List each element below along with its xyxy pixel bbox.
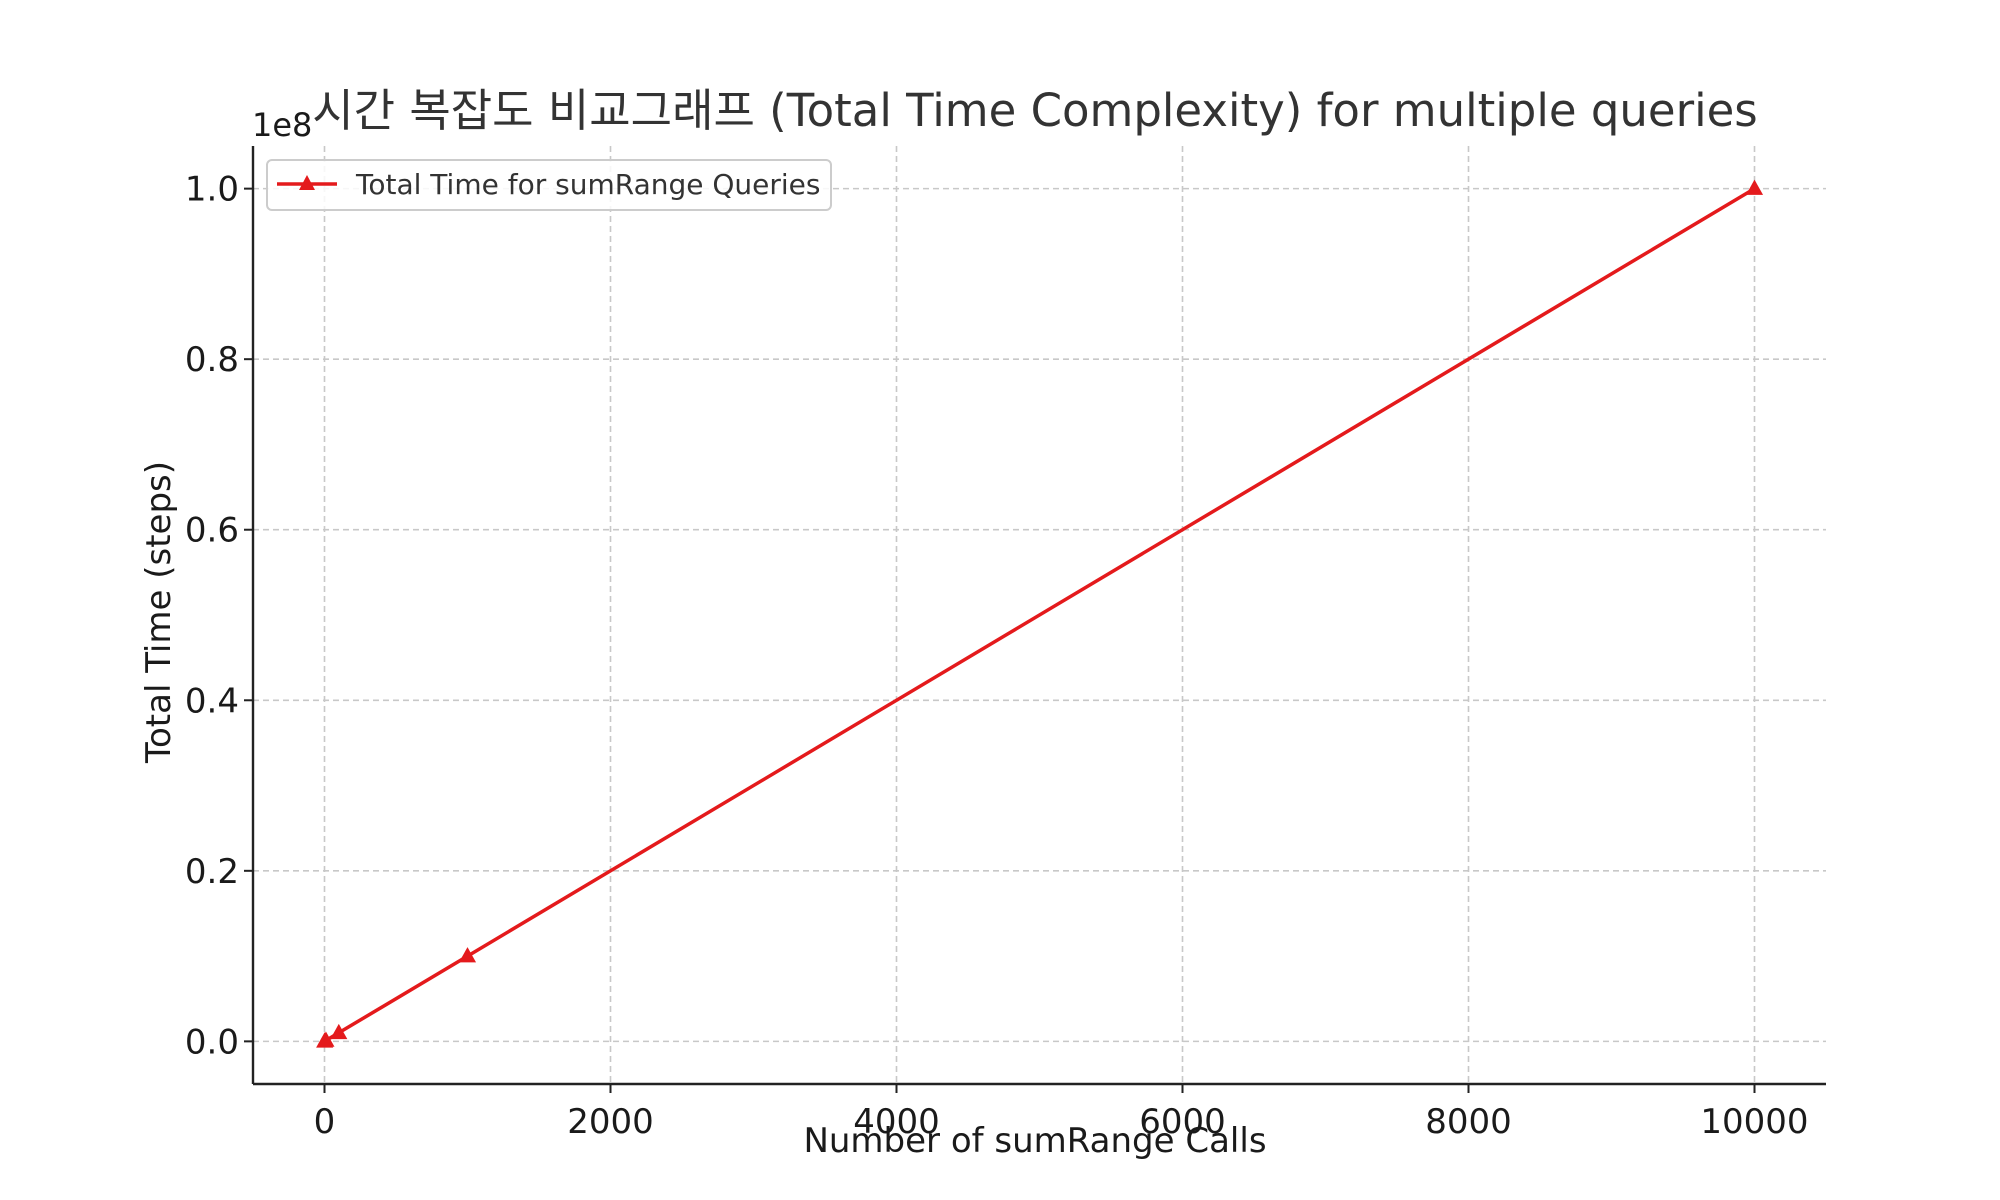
data-point [330, 1023, 348, 1040]
y-tick-label: 0.0 [185, 1022, 239, 1062]
legend-label: Total Time for sumRange Queries [355, 168, 821, 201]
data-point [1745, 179, 1764, 195]
y-axis-offset-label: 1e8 [252, 106, 312, 144]
x-axis-label: Number of sumRange Calls [803, 1121, 1266, 1161]
y-axis-label: Total Time (steps) [139, 461, 179, 764]
x-tick-label: 4000 [853, 1102, 940, 1142]
y-tick-label: 0.4 [185, 681, 239, 721]
axes [251, 146, 1826, 1086]
x-tick-label: 10000 [1700, 1102, 1808, 1142]
y-tick-label: 0.8 [185, 340, 239, 380]
x-tick-label: 6000 [1139, 1102, 1226, 1142]
x-tick-label: 0 [314, 1102, 336, 1142]
data-point [317, 1031, 335, 1047]
y-tick-label: 0.6 [185, 511, 239, 551]
legend: Total Time for sumRange Queries [266, 159, 832, 211]
x-tick-label: 8000 [1425, 1102, 1512, 1142]
axis-ticks: 0 2000 4000 6000 8000 10000 0.0 0.2 0.4 0.6 0.8 1.0 [185, 170, 1809, 1142]
series-line [322, 186, 1757, 1044]
y-tick-label: 0.2 [185, 852, 239, 892]
series-layer [316, 179, 1764, 1048]
legend-triangle-marker-icon [299, 175, 315, 190]
chart-title: 시간 복잡도 비교그래프 (Total Time Complexity) for… [312, 84, 1757, 137]
x-tick-label: 2000 [567, 1102, 654, 1142]
data-point [458, 947, 477, 963]
y-tick-label: 1.0 [185, 170, 239, 210]
legend-frame [266, 159, 832, 211]
